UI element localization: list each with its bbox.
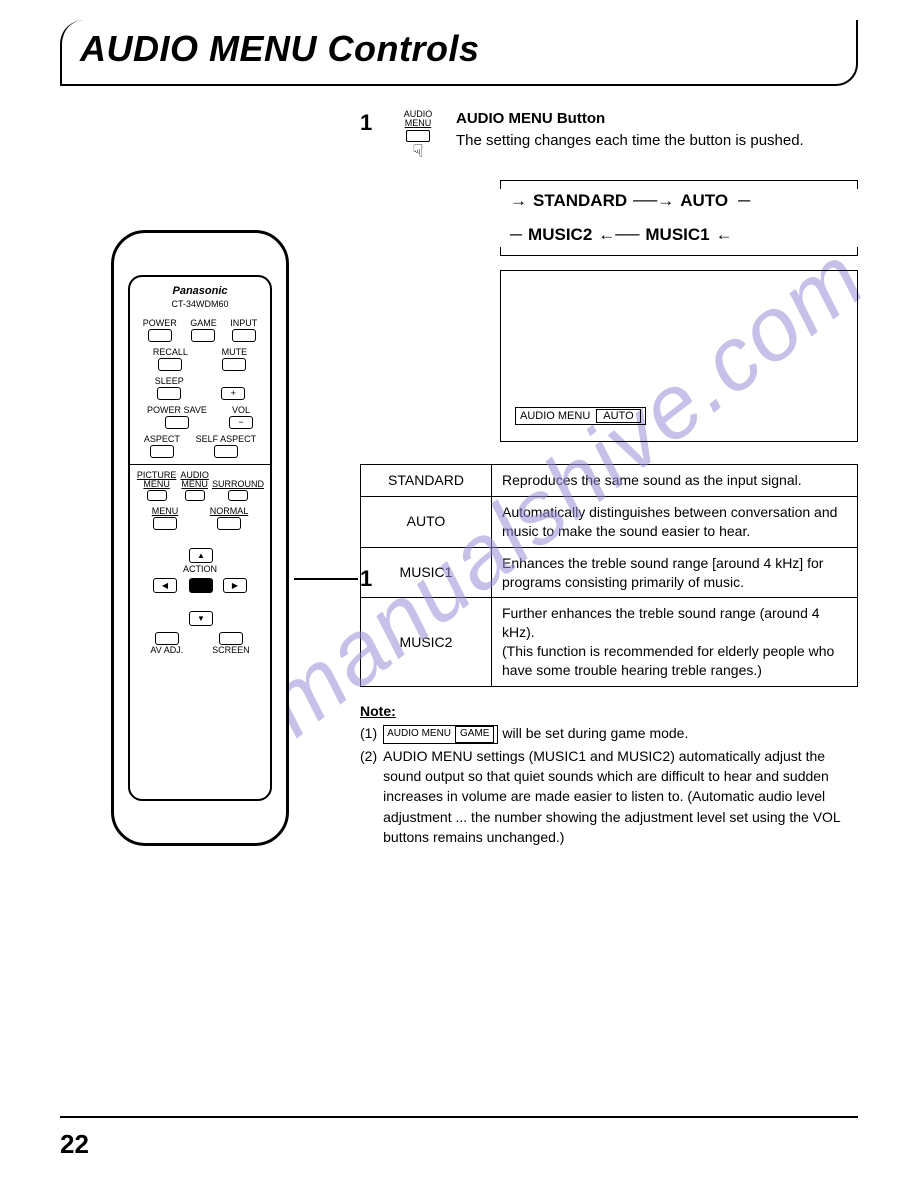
dpad-right: ▶ <box>223 578 247 593</box>
remote-button <box>232 329 256 342</box>
remote-button <box>185 490 205 501</box>
remote-button <box>158 358 182 371</box>
callout-number: 1 <box>360 566 372 592</box>
hand-icon: ☟ <box>398 142 438 160</box>
remote-button <box>150 445 174 458</box>
page-title: AUDIO MENU Controls <box>80 28 838 70</box>
btn-label: SURROUND <box>212 480 264 489</box>
remote-button <box>214 445 238 458</box>
note-block: Note: (1) AUDIO MENU GAME will be set du… <box>360 701 858 847</box>
dpad-center <box>189 578 213 593</box>
dpad-down: ▼ <box>189 611 213 626</box>
mode-desc: Further enhances the treble sound range … <box>492 598 858 687</box>
table-row: STANDARD Reproduces the same sound as th… <box>361 465 858 497</box>
btn-label: RECALL <box>153 348 188 357</box>
mode-desc: Automatically distinguishes between conv… <box>492 496 858 547</box>
mode-name: MUSIC1 <box>361 547 492 598</box>
btn-label: AUDIO MENU <box>177 471 212 489</box>
btn-label: SELF ASPECT <box>196 435 257 444</box>
step-title: AUDIO MENU Button <box>456 110 858 127</box>
remote-button <box>155 632 179 645</box>
remote-button <box>222 358 246 371</box>
btn-label: PICTURE MENU <box>136 471 177 489</box>
table-row: AUTO Automatically distinguishes between… <box>361 496 858 547</box>
note-item: (1) AUDIO MENU GAME will be set during g… <box>360 723 858 744</box>
btn-label: INPUT <box>230 319 257 328</box>
remote-button <box>191 329 215 342</box>
btn-label: MENU <box>152 507 179 516</box>
cycle-diagram: →STANDARD ──→ AUTO ─ ─ MUSIC2 ←── MUSIC1… <box>500 180 858 256</box>
remote-brand: Panasonic <box>136 285 264 297</box>
screen-label: AUDIO MENU AUTO <box>515 407 646 425</box>
btn-label: NORMAL <box>210 507 249 516</box>
btn-label: ASPECT <box>144 435 180 444</box>
mode-name: AUTO <box>361 496 492 547</box>
btn-label: POWER <box>143 319 177 328</box>
btn-label: SCREEN <box>212 646 250 655</box>
step-row: 1 AUDIO MENU ☟ AUDIO MENU Button The set… <box>360 110 858 160</box>
note-title: Note: <box>360 701 858 721</box>
remote-button <box>147 490 167 501</box>
remote-button: + <box>221 387 245 400</box>
modes-table: STANDARD Reproduces the same sound as th… <box>360 464 858 687</box>
remote-button <box>153 517 177 530</box>
btn-label: POWER SAVE <box>147 406 207 415</box>
dpad-left: ◀ <box>153 578 177 593</box>
remote-button <box>228 490 248 501</box>
remote-button <box>165 416 189 429</box>
footer-rule <box>60 1116 858 1118</box>
mode-desc: Reproduces the same sound as the input s… <box>492 465 858 497</box>
step-number: 1 <box>360 110 380 136</box>
btn-label: GAME <box>190 319 217 328</box>
remote-model: CT-34WDM60 <box>136 299 264 309</box>
remote-button <box>217 517 241 530</box>
table-row: MUSIC2 Further enhances the treble sound… <box>361 598 858 687</box>
mode-desc: Enhances the treble sound range [around … <box>492 547 858 598</box>
btn-label: VOL <box>232 406 250 415</box>
callout-line <box>294 578 358 580</box>
mode-name: STANDARD <box>361 465 492 497</box>
step-desc: The setting changes each time the button… <box>456 131 858 151</box>
remote-diagram: Panasonic CT-34WDM60 POWER GAME INPUT RE… <box>111 230 289 846</box>
remote-button <box>219 632 243 645</box>
dpad-up: ▲ <box>189 548 213 563</box>
btn-label: SLEEP <box>155 377 184 386</box>
audio-menu-button-icon: AUDIO MENU ☟ <box>398 110 438 160</box>
dpad: ▲ ACTION ◀ ▶ ▼ <box>145 536 255 626</box>
inline-box: AUDIO MENU GAME <box>383 725 498 744</box>
mode-name: MUSIC2 <box>361 598 492 687</box>
note-item: (2) AUDIO MENU settings (MUSIC1 and MUSI… <box>360 746 858 847</box>
table-row: MUSIC1 Enhances the treble sound range [… <box>361 547 858 598</box>
remote-button <box>148 329 172 342</box>
btn-label: AV ADJ. <box>150 646 183 655</box>
remote-button <box>157 387 181 400</box>
remote-button: − <box>229 416 253 429</box>
btn-label: MUTE <box>222 348 248 357</box>
title-box: AUDIO MENU Controls <box>60 20 858 86</box>
screen-preview: AUDIO MENU AUTO <box>500 270 858 442</box>
action-label: ACTION <box>145 564 255 574</box>
page-number: 22 <box>60 1129 89 1160</box>
